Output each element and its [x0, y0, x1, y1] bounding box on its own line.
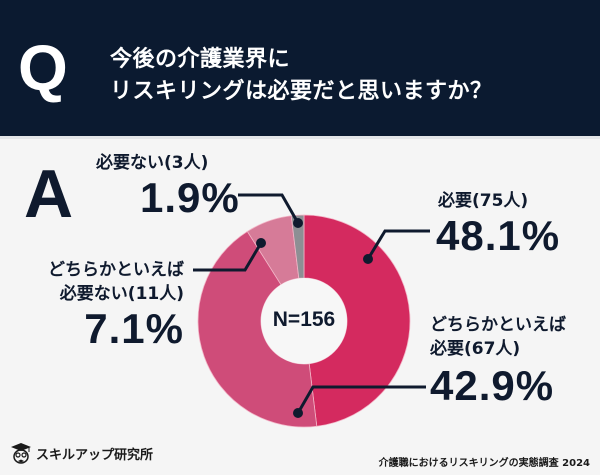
label-necessary-percent: 48.1% — [436, 212, 561, 259]
label-somewhat-necessary-percent: 42.9% — [430, 362, 555, 409]
label-somewhat-necessary-line1: どちらかといえば — [430, 315, 566, 335]
leader-dot-somewhat-unnecessary — [256, 238, 266, 248]
sample-size-label: N=156 — [272, 308, 336, 331]
label-unnecessary-percent: 1.9% — [140, 174, 240, 221]
label-somewhat-unnecessary-line1: どちらかといえば — [48, 260, 184, 280]
label-somewhat-unnecessary-count: 必要ない(11人) — [59, 284, 184, 304]
label-necessary-count: 必要(75人) — [438, 191, 529, 211]
brand-logo: スキルアップ研究所 — [10, 442, 153, 464]
donut-hole — [261, 278, 347, 364]
question-mark-letter: Q — [18, 32, 68, 104]
owl-graduate-icon — [11, 443, 31, 464]
leader-dot-somewhat-necessary — [293, 408, 303, 418]
leader-line-somewhat-unnecessary — [193, 242, 263, 272]
header-divider — [0, 136, 600, 139]
label-somewhat-necessary-count: 必要(67人) — [430, 339, 521, 359]
source-caption: 介護職におけるリスキリングの実態調査 2024 — [378, 458, 590, 469]
question-line-1: 今後の介護業界に — [110, 47, 291, 72]
leader-line-unnecessary — [238, 193, 300, 224]
logo-text: スキルアップ研究所 — [36, 447, 154, 463]
question-text: 今後の介護業界に リスキリングは必要だと思いますか？ — [110, 44, 493, 108]
question-line-2: リスキリングは必要だと思いますか？ — [110, 79, 493, 104]
leader-dot-necessary — [363, 254, 373, 264]
leader-line-necessary — [366, 229, 430, 260]
answer-letter: A — [24, 156, 74, 232]
label-unnecessary-count: 必要ない(3人) — [96, 153, 209, 173]
leader-line-somewhat-necessary — [296, 385, 426, 414]
header-banner: Q 今後の介護業界に リスキリングは必要だと思いますか？ — [0, 0, 600, 136]
label-somewhat-unnecessary-percent: 7.1% — [84, 305, 184, 352]
leader-dot-unnecessary — [293, 218, 303, 228]
